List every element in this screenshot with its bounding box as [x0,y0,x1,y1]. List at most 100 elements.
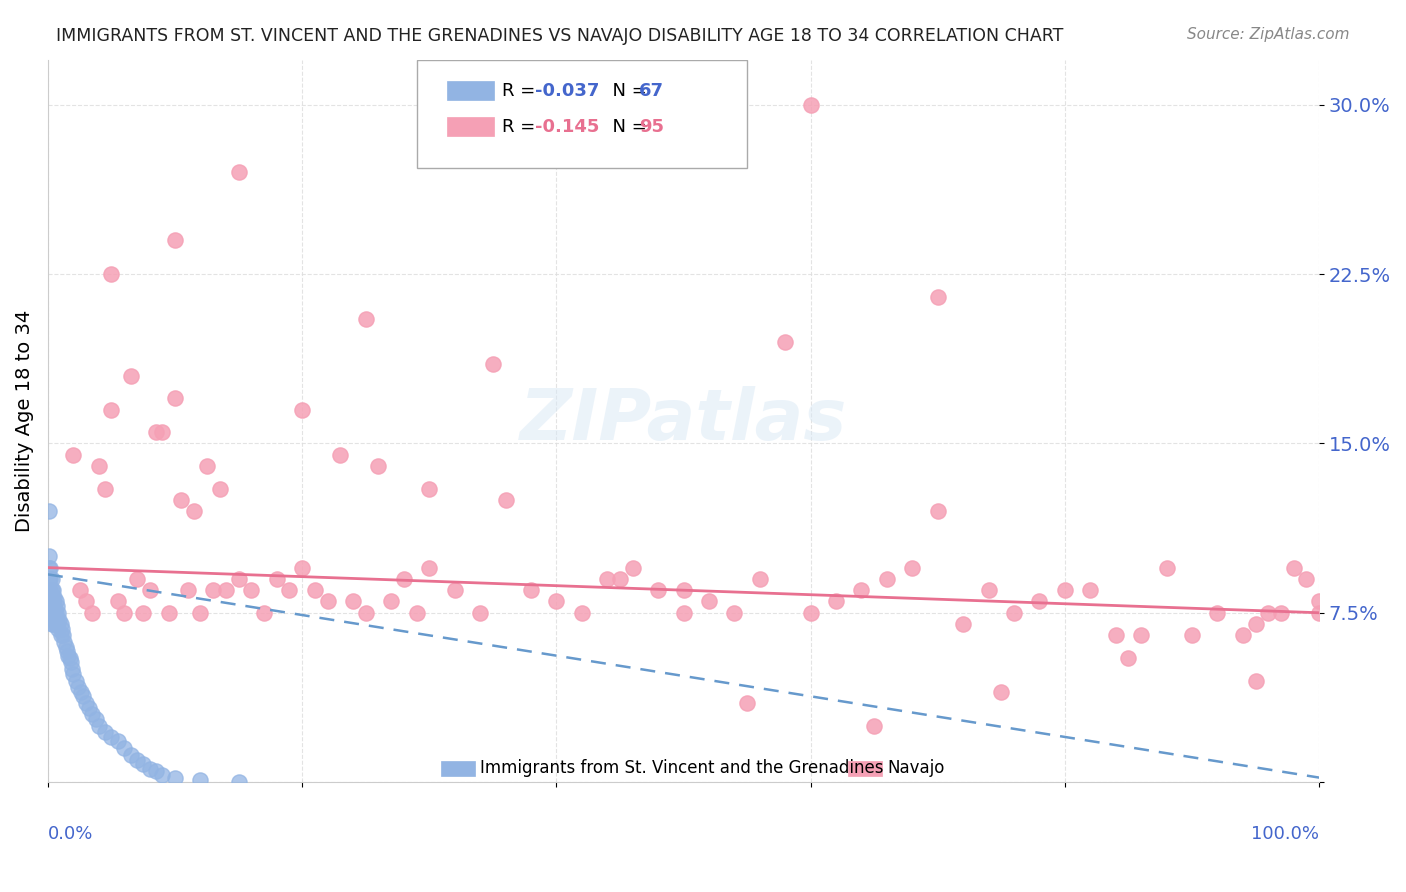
Immigrants from St. Vincent and the Grenadines [44,613,66,627]
Navajo [1308,594,1330,608]
Navajo [482,358,505,372]
Immigrants from St. Vincent and the Grenadines [39,594,62,608]
Navajo [418,560,440,574]
Immigrants from St. Vincent and the Grenadines [120,747,142,762]
Text: 100.0%: 100.0% [1251,825,1319,844]
Immigrants from St. Vincent and the Grenadines [55,640,77,654]
Immigrants from St. Vincent and the Grenadines [53,635,76,649]
Immigrants from St. Vincent and the Grenadines [42,594,65,608]
Immigrants from St. Vincent and the Grenadines [125,752,148,766]
Immigrants from St. Vincent and the Grenadines [44,617,66,632]
Navajo [1130,628,1153,642]
FancyBboxPatch shape [848,761,882,776]
Immigrants from St. Vincent and the Grenadines [46,622,69,636]
Immigrants from St. Vincent and the Grenadines [44,606,66,620]
Text: -0.037: -0.037 [534,82,599,100]
Navajo [800,97,823,112]
Immigrants from St. Vincent and the Grenadines [94,725,117,739]
Immigrants from St. Vincent and the Grenadines [145,764,167,778]
Navajo [342,594,364,608]
Navajo [62,448,84,462]
Navajo [800,606,823,620]
Text: -0.145: -0.145 [534,118,599,136]
Navajo [1028,594,1050,608]
Text: 95: 95 [638,118,664,136]
Navajo [647,583,669,598]
Immigrants from St. Vincent and the Grenadines [228,775,250,789]
Navajo [228,165,250,179]
Immigrants from St. Vincent and the Grenadines [38,583,60,598]
Navajo [927,504,949,518]
Immigrants from St. Vincent and the Grenadines [41,594,63,608]
Navajo [354,312,377,326]
Navajo [190,606,212,620]
Navajo [927,290,949,304]
Navajo [278,583,301,598]
Immigrants from St. Vincent and the Grenadines [190,772,212,787]
Immigrants from St. Vincent and the Grenadines [39,560,62,574]
Navajo [748,572,770,586]
Immigrants from St. Vincent and the Grenadines [107,734,129,748]
Text: Immigrants from St. Vincent and the Grenadines: Immigrants from St. Vincent and the Gren… [479,759,883,777]
Navajo [697,594,720,608]
Immigrants from St. Vincent and the Grenadines [112,741,135,756]
Immigrants from St. Vincent and the Grenadines [58,648,80,663]
Immigrants from St. Vincent and the Grenadines [39,599,62,613]
Navajo [304,583,326,598]
Navajo [202,583,225,598]
Navajo [392,572,415,586]
Immigrants from St. Vincent and the Grenadines [70,685,93,699]
Navajo [183,504,205,518]
Immigrants from St. Vincent and the Grenadines [150,768,173,782]
Text: N =: N = [600,82,652,100]
Navajo [329,448,352,462]
Immigrants from St. Vincent and the Grenadines [45,599,67,613]
Navajo [1156,560,1178,574]
Navajo [672,583,695,598]
Navajo [546,594,568,608]
Immigrants from St. Vincent and the Grenadines [41,617,63,632]
Immigrants from St. Vincent and the Grenadines [39,572,62,586]
FancyBboxPatch shape [447,117,494,136]
Navajo [468,606,491,620]
Immigrants from St. Vincent and the Grenadines [46,606,69,620]
Navajo [240,583,263,598]
Navajo [735,696,758,710]
Navajo [163,233,186,247]
Navajo [120,368,142,383]
Immigrants from St. Vincent and the Grenadines [39,590,62,604]
Navajo [138,583,160,598]
Navajo [418,482,440,496]
Immigrants from St. Vincent and the Grenadines [44,599,66,613]
Navajo [380,594,402,608]
Immigrants from St. Vincent and the Grenadines [49,617,72,632]
Text: 67: 67 [638,82,664,100]
Immigrants from St. Vincent and the Grenadines [41,590,63,604]
Immigrants from St. Vincent and the Grenadines [100,730,122,744]
Navajo [1118,651,1140,665]
Navajo [621,560,644,574]
Text: R =: R = [502,82,541,100]
Y-axis label: Disability Age 18 to 34: Disability Age 18 to 34 [15,310,34,532]
Navajo [1105,628,1128,642]
Immigrants from St. Vincent and the Grenadines [41,583,63,598]
Immigrants from St. Vincent and the Grenadines [72,690,94,704]
Immigrants from St. Vincent and the Grenadines [65,673,87,688]
Navajo [495,492,517,507]
Navajo [405,606,427,620]
Immigrants from St. Vincent and the Grenadines [44,590,66,604]
Text: ZIPatlas: ZIPatlas [520,386,848,455]
Navajo [863,719,886,733]
Navajo [291,402,314,417]
Navajo [75,594,97,608]
Immigrants from St. Vincent and the Grenadines [51,622,73,636]
Text: N =: N = [600,118,652,136]
Immigrants from St. Vincent and the Grenadines [62,666,84,681]
Navajo [125,572,148,586]
Navajo [208,482,231,496]
Immigrants from St. Vincent and the Grenadines [42,583,65,598]
Text: 0.0%: 0.0% [48,825,93,844]
Immigrants from St. Vincent and the Grenadines [82,707,104,722]
Navajo [901,560,924,574]
Immigrants from St. Vincent and the Grenadines [77,700,100,714]
